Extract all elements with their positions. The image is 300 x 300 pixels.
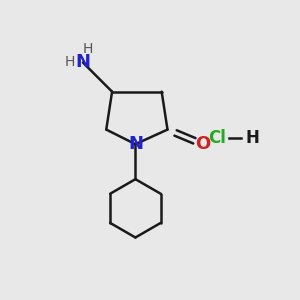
Text: H: H [64, 56, 75, 70]
Text: N: N [128, 135, 143, 153]
Text: O: O [195, 135, 210, 153]
Text: N: N [75, 53, 90, 71]
Text: H: H [83, 42, 93, 56]
Text: H: H [245, 129, 259, 147]
Text: Cl: Cl [208, 129, 226, 147]
